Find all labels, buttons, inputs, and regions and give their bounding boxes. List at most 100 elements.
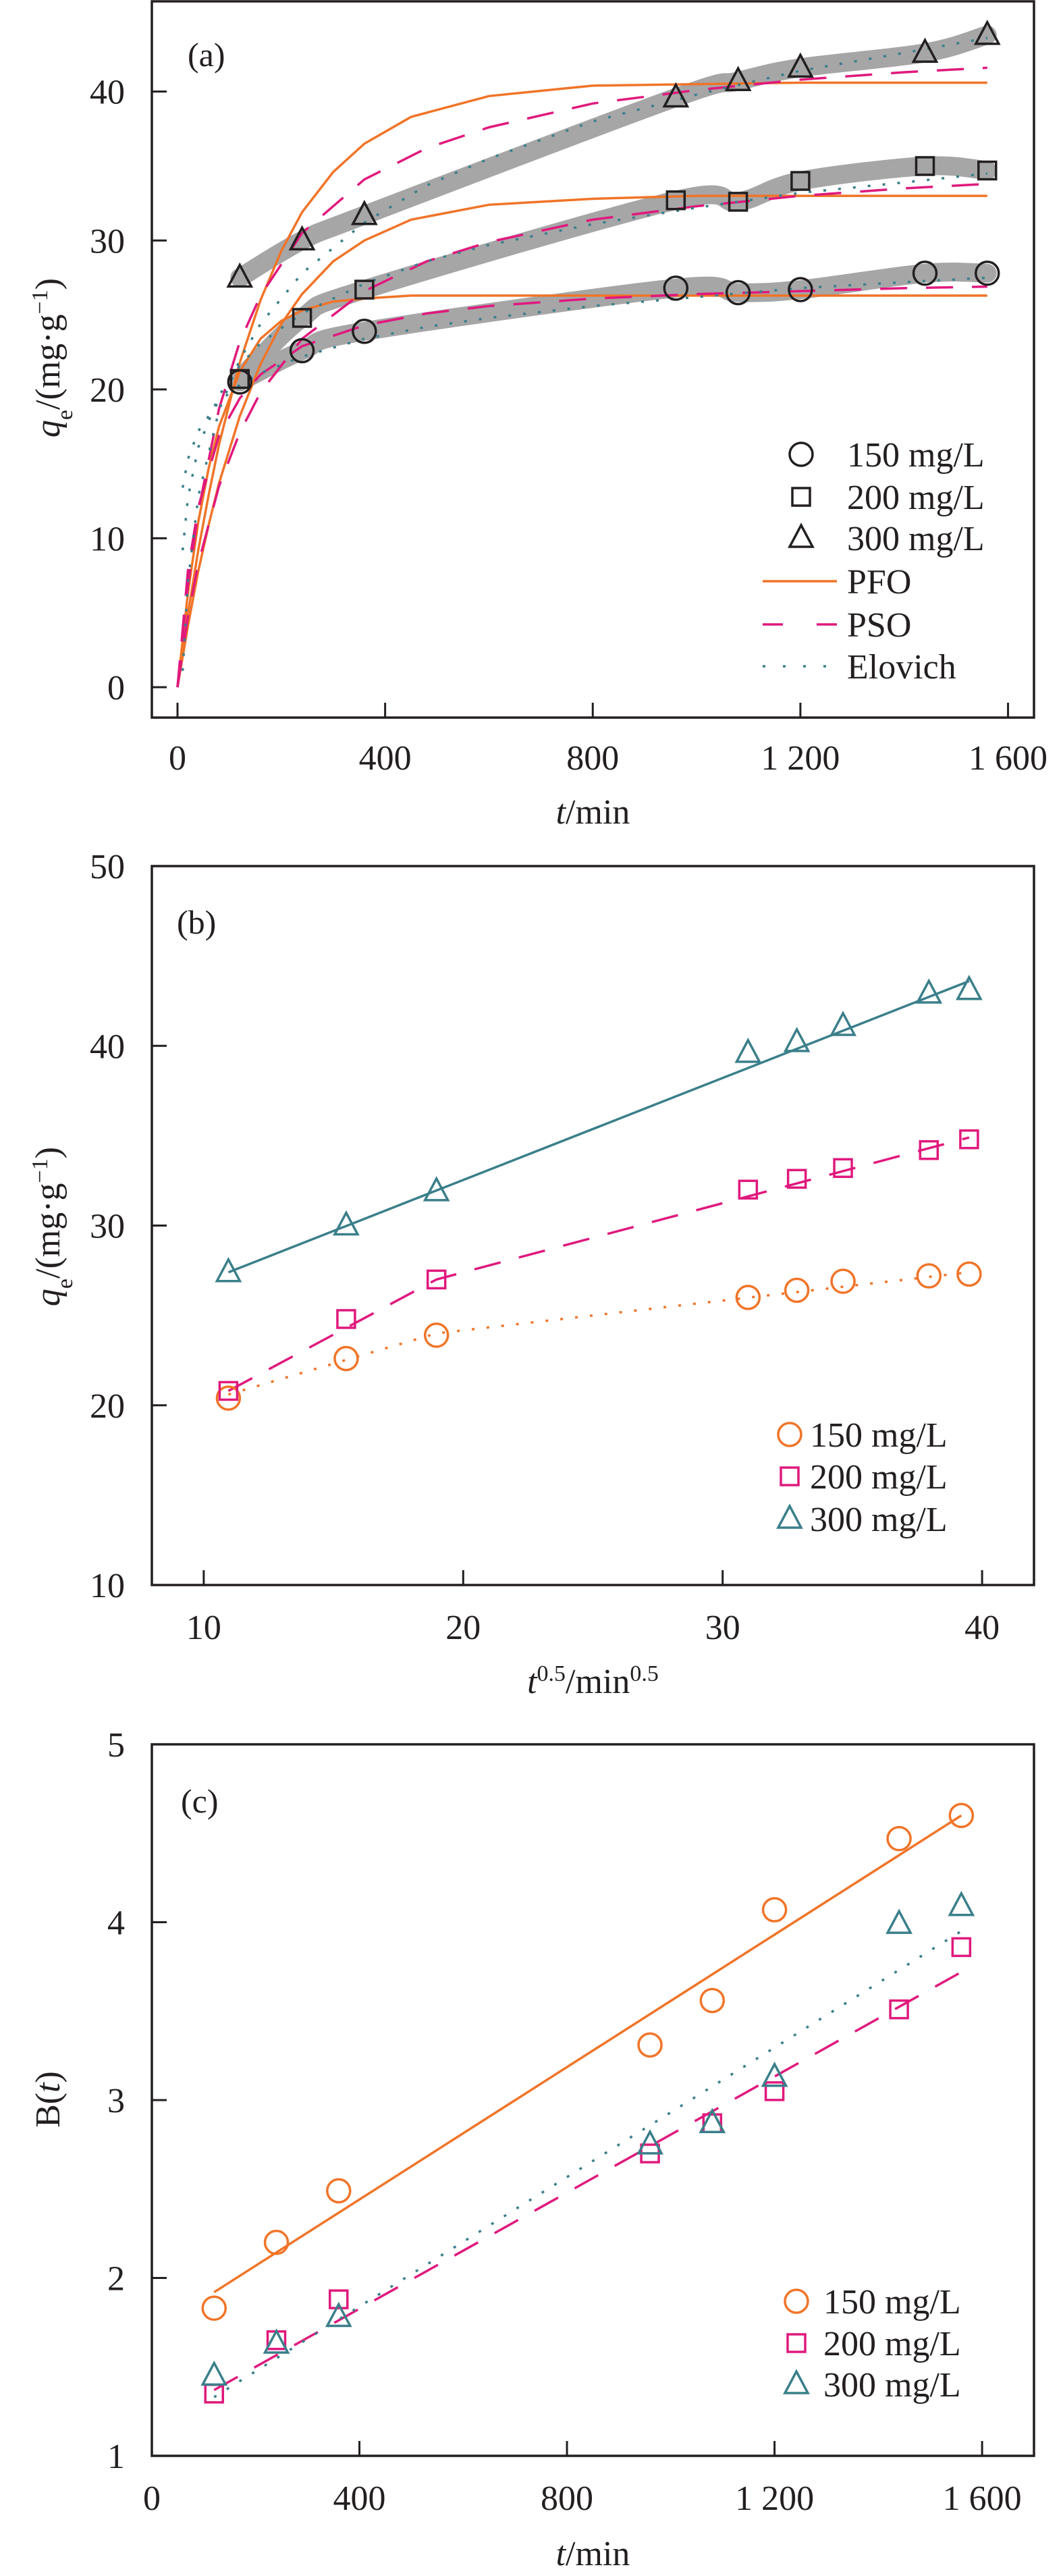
- panel-label: (b): [177, 903, 216, 941]
- legend-marker-triangle: [776, 1503, 803, 1529]
- legend-label: 200 mg/L: [847, 479, 985, 517]
- x-tick-label: 1 600: [943, 2479, 1022, 2518]
- data-point-circle: [912, 261, 938, 286]
- legend-marker-square: [791, 487, 811, 507]
- y-axis-title-part: q: [29, 420, 67, 437]
- y-tick-label: 10: [90, 1567, 125, 1605]
- x-tick-label: 40: [964, 1609, 1000, 1647]
- data-point-square: [977, 160, 998, 181]
- data-point-circle: [830, 1268, 856, 1294]
- fit-line-0: [213, 1814, 962, 2294]
- data-point-triangle: [734, 1038, 762, 1063]
- legend-marker-circle: [777, 1422, 802, 1447]
- data-point-circle: [975, 261, 1000, 286]
- plot-frame: [151, 0, 1035, 719]
- data-point-triangle: [915, 978, 943, 1004]
- data-point-square: [919, 1139, 939, 1160]
- x-axis-title-part: /min: [566, 1663, 630, 1701]
- x-tick-label: 10: [186, 1609, 221, 1647]
- y-tick-label: 20: [90, 1387, 125, 1426]
- legend-marker-square: [780, 1466, 800, 1486]
- data-point-circle: [916, 1263, 942, 1289]
- data-point-square: [426, 1269, 447, 1290]
- data-point-triangle: [948, 1891, 975, 1916]
- legend-label: PFO: [847, 563, 911, 601]
- data-point-square: [833, 1158, 853, 1179]
- data-point-triangle: [263, 2328, 290, 2354]
- data-point-circle: [423, 1322, 449, 1348]
- y-axis-title-part: −1: [28, 290, 53, 314]
- x-tick-label: 0: [143, 2479, 161, 2518]
- fit-pso-curve-2: [176, 66, 987, 688]
- legend-marker-circle: [788, 441, 814, 467]
- y-tick-label: 2: [107, 2260, 125, 2299]
- data-point-triangle: [333, 1210, 360, 1236]
- y-tick-label: 10: [90, 520, 125, 558]
- data-point-circle: [948, 1802, 975, 1829]
- y-tick-label: 30: [90, 222, 125, 261]
- x-tick-label: 800: [566, 739, 619, 778]
- y-axis-title-part: ): [29, 1147, 67, 1158]
- data-point-circle: [699, 1987, 726, 2014]
- y-tick-label: 1: [107, 2438, 125, 2476]
- data-point-square: [292, 308, 312, 328]
- x-axis-title-part: /min: [566, 2535, 630, 2573]
- x-tick-label: 20: [445, 1609, 481, 1647]
- x-axis-title: t/min: [556, 2535, 630, 2573]
- data-point-square: [728, 192, 748, 212]
- legend-label: 150 mg/L: [847, 436, 985, 475]
- x-axis-title-part: /min: [566, 793, 630, 832]
- legend-label: 300 mg/L: [823, 2366, 961, 2405]
- data-point-circle: [784, 1277, 810, 1304]
- data-point-circle: [333, 1345, 359, 1372]
- y-tick-label: 30: [90, 1208, 125, 1246]
- y-axis-title-part: −1: [28, 1158, 53, 1183]
- data-point-triangle: [885, 1908, 913, 1934]
- fit-line-1: [213, 1970, 962, 2392]
- data-point-square: [786, 1169, 807, 1189]
- y-axis-title-part: /(mg·g: [29, 314, 67, 410]
- legend-marker-triangle: [783, 2369, 810, 2394]
- data-point-triangle: [226, 262, 254, 288]
- data-point-circle: [289, 338, 315, 364]
- legend-marker-square: [786, 2333, 807, 2353]
- x-tick-label: 400: [359, 739, 412, 778]
- plot-frame: [151, 1743, 1035, 2457]
- data-point-triangle: [761, 2062, 788, 2087]
- data-point-square: [790, 171, 811, 191]
- fit-line-0: [227, 1270, 970, 1396]
- y-tick-label: 5: [107, 1726, 125, 1765]
- y-tick-label: 4: [107, 1904, 125, 1943]
- x-axis-title-part: t: [556, 793, 567, 832]
- y-axis-title-part: q: [29, 1289, 67, 1306]
- x-axis-title: t/min: [556, 793, 630, 832]
- data-point-circle: [263, 2230, 290, 2255]
- trend-band-2: [230, 25, 997, 288]
- legend-label: 300 mg/L: [847, 520, 985, 558]
- data-point-triangle: [724, 65, 752, 91]
- panel-label: (a): [188, 36, 225, 74]
- data-point-circle: [886, 1825, 912, 1852]
- fit-elovich-curve-2: [181, 36, 988, 671]
- data-point-triangle: [829, 1011, 856, 1036]
- chart-panel-a: 0 400 800 1 200 1 600 0 10 20 30 40 (a) 150 mg/L 200…: [28, 0, 1047, 832]
- data-point-circle: [788, 277, 813, 302]
- fit-line-2: [227, 980, 970, 1274]
- y-tick-label: 20: [90, 371, 125, 410]
- legend-marker-triangle: [788, 522, 815, 548]
- data-point-circle: [735, 1285, 761, 1310]
- y-tick-label: 0: [107, 669, 125, 707]
- y-axis-title: B(t): [29, 2071, 67, 2128]
- legend-label: 150 mg/L: [823, 2283, 961, 2322]
- x-tick-label: 0: [169, 739, 186, 778]
- y-axis-title-part: B(: [29, 2093, 67, 2128]
- y-axis-title-part: ): [29, 2071, 67, 2083]
- plot-area: [200, 1802, 975, 2404]
- plot-frame: [151, 865, 1035, 1586]
